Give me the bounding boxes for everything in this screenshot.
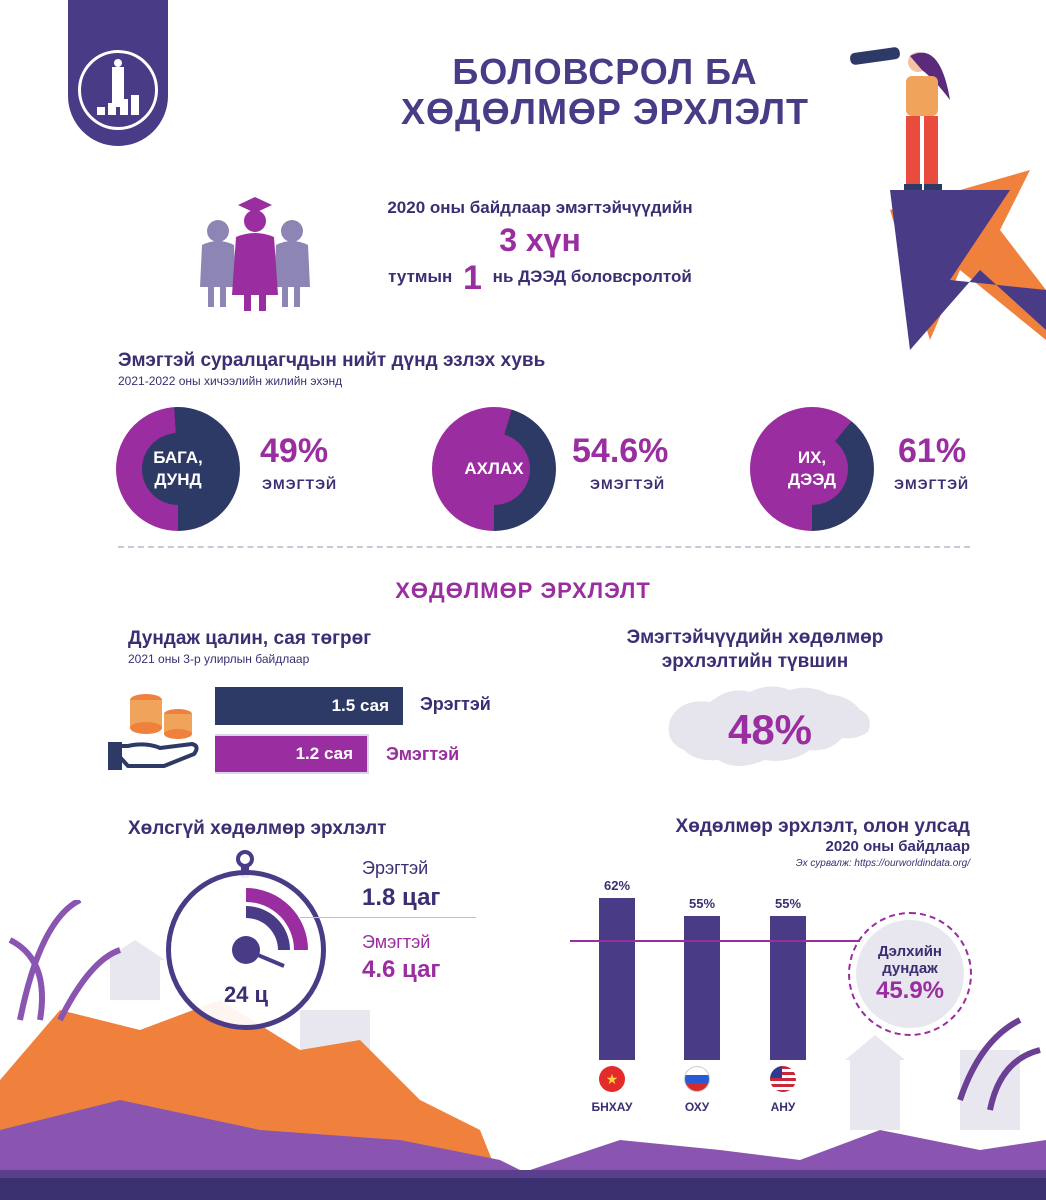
female-salary-bar-track: 1.2 сая [215, 734, 369, 774]
salary-title: Дундаж цалин, сая төгрөг [128, 628, 372, 649]
female-salary-label: Эмэгтэй [386, 744, 460, 764]
world-average-value: 45.9% [875, 977, 945, 1004]
intl-bar-chart: 62% 55% 55% [570, 878, 860, 1060]
usa-flag-icon [770, 1066, 796, 1092]
female-salary-value: 1.2 сая [295, 744, 353, 763]
page-title: БОЛОВСРОЛ БА ХӨДӨЛМӨР ЭРХЛЭЛТ [380, 52, 830, 132]
donut-higher: ИХ, ДЭЭД [750, 407, 874, 531]
emblem-icon [78, 50, 158, 130]
donut-higher-center: ИХ, ДЭЭД [776, 433, 848, 505]
bar-china-value: 62% [603, 878, 631, 894]
intro-one: 1 [463, 258, 482, 297]
intl-chart-source: Эх сурвалж: https://ourworldindata.org/ [795, 858, 970, 869]
students-title: Эмэгтэй суралцагчдын нийт дүнд эзлэх хув… [118, 350, 546, 371]
world-average-ring [848, 912, 972, 1036]
employment-rate-title: Эмэгтэйчүүдийн хөдөлмөр эрхлэлтийн түвши… [590, 626, 920, 674]
bar-usa-value: 55% [774, 896, 802, 912]
graduates-illustration [200, 197, 310, 311]
donut-primary-label-2: ДУНД [154, 470, 202, 489]
donut-higher-label-1: ИХ, [797, 448, 827, 467]
employment-rate-title-1: Эмэгтэйчүүдийн хөдөлмөр [626, 627, 884, 648]
donut-primary: БАГА, ДУНД [116, 407, 240, 531]
intl-chart-subtitle: 2020 оны байдлаар [825, 838, 970, 855]
stopwatch-label: 24 ц [223, 982, 269, 1007]
bar-usa [770, 916, 806, 1060]
donut-higher-label-2: ДЭЭД [788, 470, 836, 489]
unpaid-female-label: Эмэгтэй [362, 932, 431, 952]
salary-subtitle: 2021 оны 3-р улирлын байдлаар [128, 652, 310, 666]
footer-band [0, 1178, 1046, 1200]
bar-russia-value: 55% [688, 896, 716, 912]
donut-primary-center: БАГА, ДУНД [142, 433, 214, 505]
bar-russia [684, 916, 720, 1060]
bar-china [599, 898, 635, 1060]
mongolia-map-icon [668, 686, 870, 766]
donut-higher-note: ЭМЭГТЭЙ [894, 476, 970, 492]
donut-secondary-center: АХЛАХ [458, 433, 530, 505]
students-subtitle: 2021-2022 оны хичээлийн жилийн эхэнд [118, 374, 343, 388]
china-flag-icon: ★ [599, 1066, 625, 1092]
donut-primary-note: ЭМЭГТЭЙ [262, 476, 338, 492]
intro-pre-text: тутмын [388, 267, 453, 286]
unpaid-divider [300, 917, 476, 918]
world-average-line [570, 940, 860, 943]
intro-line1: 2020 оны байдлаар эмэгтэйчүүдийн [387, 198, 693, 217]
male-salary-value: 1.5 сая [331, 696, 389, 715]
donut-primary-value: 49% [260, 432, 329, 470]
coins-hand-icon [108, 694, 199, 770]
male-salary-bar-track: 1.5 сая [215, 687, 403, 727]
male-salary-bar: 1.5 сая [215, 687, 403, 725]
employment-rate-value: 48% [727, 706, 813, 753]
donut-secondary-note: ЭМЭГТЭЙ [590, 476, 666, 492]
world-average-label-1: Дэлхийн [878, 943, 942, 960]
country-label-russia: ОХУ [684, 1100, 710, 1114]
woman-on-arrow-illustration [850, 47, 1046, 350]
unpaid-male-label: Эрэгтэй [362, 858, 429, 878]
world-average-globe: Дэлхийн дундаж 45.9% [856, 920, 964, 1028]
donut-secondary-label-1: АХЛАХ [464, 459, 524, 478]
donut-higher-value: 61% [898, 432, 967, 470]
employment-heading: ХӨДӨЛМӨР ЭРХЛЭЛТ [395, 578, 651, 603]
section-divider [118, 546, 970, 548]
landscape-background [0, 900, 1046, 1180]
stopwatch-arcs [232, 888, 308, 968]
unpaid-female-value: 4.6 цаг [362, 956, 441, 983]
intro-line3: тутмын 1 нь ДЭЭД боловсролтой [330, 260, 750, 295]
russia-flag-icon [684, 1066, 710, 1092]
page-title-line1: БОЛОВСРОЛ БА [452, 51, 758, 92]
male-salary-label: Эрэгтэй [420, 694, 491, 714]
female-salary-bar: 1.2 сая [215, 736, 367, 772]
world-average-label-2: дундаж [882, 960, 938, 977]
donut-primary-label-1: БАГА, [153, 448, 203, 467]
page-title-line2: ХӨДӨЛМӨР ЭРХЛЭЛТ [401, 91, 809, 132]
employment-rate-title-2: эрхлэлтийн түвшин [661, 651, 849, 672]
donut-secondary: АХЛАХ [432, 407, 556, 531]
intro-post-text: нь ДЭЭД боловсролтой [492, 267, 692, 286]
intro-big-number: 3 хүн [499, 222, 581, 258]
country-label-usa: АНУ [770, 1100, 796, 1114]
country-label-china: БНХАУ [591, 1100, 633, 1114]
unpaid-title: Хөлсгүй хөдөлмөр эрхлэлт [128, 818, 387, 839]
intl-chart-title: Хөдөлмөр эрхлэлт, олон улсад [675, 816, 970, 837]
emblem-tab [68, 0, 168, 146]
unpaid-male-value: 1.8 цаг [362, 884, 441, 911]
donut-secondary-value: 54.6% [572, 432, 669, 470]
